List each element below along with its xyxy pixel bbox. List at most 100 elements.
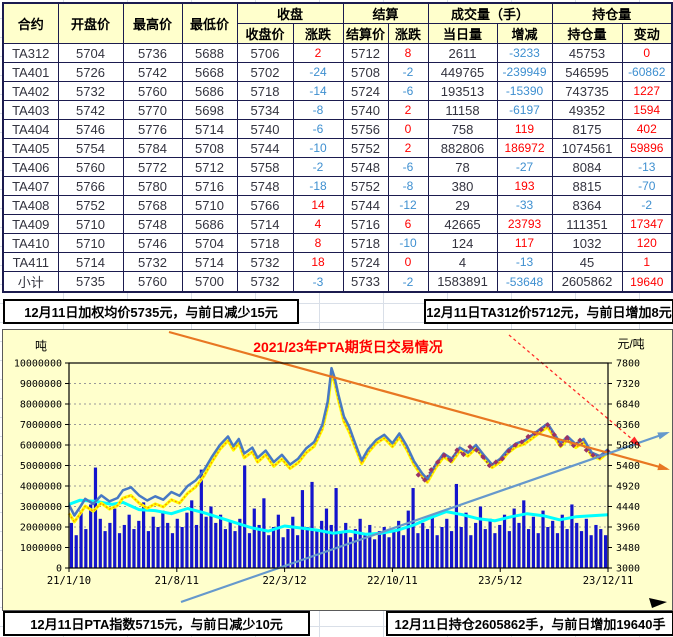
value-cell[interactable]: 45 (551, 252, 623, 272)
value-cell[interactable]: -6 (292, 119, 344, 139)
value-cell[interactable]: 5710 (57, 233, 124, 253)
contract-cell[interactable]: TA406 (2, 157, 59, 177)
value-cell[interactable]: 5686 (181, 214, 238, 234)
value-cell[interactable]: 5714 (57, 252, 124, 272)
value-cell[interactable]: -15390 (496, 81, 553, 101)
value-cell[interactable]: -2 (387, 271, 429, 293)
value-cell[interactable]: 5688 (181, 43, 238, 63)
value-cell[interactable]: 5772 (122, 157, 183, 177)
value-cell[interactable]: -6197 (496, 100, 553, 120)
value-cell[interactable]: -27 (496, 157, 553, 177)
value-cell[interactable]: 8084 (551, 157, 623, 177)
value-cell[interactable]: 5708 (181, 138, 238, 158)
value-cell[interactable]: 5710 (181, 195, 238, 215)
value-cell[interactable]: 5768 (122, 195, 183, 215)
value-cell[interactable]: 5752 (342, 176, 389, 196)
contract-cell[interactable]: TA401 (2, 62, 59, 82)
value-cell[interactable]: 5706 (236, 43, 294, 63)
value-cell[interactable]: 1227 (621, 81, 673, 101)
value-cell[interactable]: -18 (292, 176, 344, 196)
value-cell[interactable]: 59896 (621, 138, 673, 158)
value-cell[interactable]: 5724 (342, 81, 389, 101)
value-cell[interactable]: -6 (387, 81, 429, 101)
contract-cell[interactable]: 小计 (2, 271, 59, 293)
value-cell[interactable]: 29 (427, 195, 498, 215)
value-cell[interactable]: 546595 (551, 62, 623, 82)
value-cell[interactable]: 1032 (551, 233, 623, 253)
value-cell[interactable]: 5770 (122, 100, 183, 120)
value-cell[interactable]: 5766 (236, 195, 294, 215)
value-cell[interactable]: 882806 (427, 138, 498, 158)
value-cell[interactable]: 8 (387, 43, 429, 63)
value-cell[interactable]: 5760 (122, 271, 183, 293)
contract-cell[interactable]: TA407 (2, 176, 59, 196)
value-cell[interactable]: 5742 (122, 62, 183, 82)
value-cell[interactable]: -239949 (496, 62, 553, 82)
value-cell[interactable]: 4 (292, 214, 344, 234)
value-cell[interactable]: 5766 (57, 176, 124, 196)
value-cell[interactable]: 5726 (57, 62, 124, 82)
value-cell[interactable]: 193 (496, 176, 553, 196)
value-cell[interactable]: 5780 (122, 176, 183, 196)
contract-cell[interactable]: TA403 (2, 100, 59, 120)
value-cell[interactable]: -13 (621, 157, 673, 177)
value-cell[interactable]: 5698 (181, 100, 238, 120)
value-cell[interactable]: 402 (621, 119, 673, 139)
value-cell[interactable]: -3233 (496, 43, 553, 63)
col-settle-price[interactable]: 结算价 (342, 23, 389, 44)
value-cell[interactable]: 5776 (122, 119, 183, 139)
value-cell[interactable]: 5714 (181, 252, 238, 272)
col-oi-group[interactable]: 持仓量 (551, 2, 673, 24)
value-cell[interactable]: 5714 (181, 119, 238, 139)
value-cell[interactable]: 5740 (342, 100, 389, 120)
value-cell[interactable]: 5716 (181, 176, 238, 196)
col-close-group[interactable]: 收盘 (236, 2, 344, 24)
value-cell[interactable]: 5758 (236, 157, 294, 177)
value-cell[interactable]: 1074561 (551, 138, 623, 158)
value-cell[interactable]: 2 (387, 138, 429, 158)
value-cell[interactable]: 5712 (181, 157, 238, 177)
value-cell[interactable]: -10 (292, 138, 344, 158)
value-cell[interactable]: 5744 (342, 195, 389, 215)
value-cell[interactable]: 5708 (342, 62, 389, 82)
value-cell[interactable]: 19640 (621, 271, 673, 293)
value-cell[interactable]: 2 (292, 43, 344, 63)
value-cell[interactable]: 1583891 (427, 271, 498, 293)
contract-cell[interactable]: TA410 (2, 233, 59, 253)
value-cell[interactable]: 11158 (427, 100, 498, 120)
value-cell[interactable]: 5734 (236, 100, 294, 120)
value-cell[interactable]: 5732 (236, 252, 294, 272)
col-settle-chg[interactable]: 涨跌 (387, 23, 429, 44)
col-volume-chg[interactable]: 增减 (496, 23, 553, 44)
value-cell[interactable]: 119 (496, 119, 553, 139)
col-close-chg[interactable]: 涨跌 (292, 23, 344, 44)
value-cell[interactable]: 4 (427, 252, 498, 272)
value-cell[interactable]: -10 (387, 233, 429, 253)
value-cell[interactable]: 5748 (122, 214, 183, 234)
value-cell[interactable]: 5744 (236, 138, 294, 158)
value-cell[interactable]: 5740 (236, 119, 294, 139)
contract-cell[interactable]: TA405 (2, 138, 59, 158)
value-cell[interactable]: 186972 (496, 138, 553, 158)
value-cell[interactable]: 23793 (496, 214, 553, 234)
value-cell[interactable]: 5718 (236, 233, 294, 253)
contract-cell[interactable]: TA409 (2, 214, 59, 234)
value-cell[interactable]: 6 (387, 214, 429, 234)
col-volume-group[interactable]: 成交量（手） (427, 2, 553, 24)
col-high[interactable]: 最高价 (122, 2, 183, 44)
value-cell[interactable]: -3 (292, 271, 344, 293)
value-cell[interactable]: 5668 (181, 62, 238, 82)
value-cell[interactable]: 5742 (57, 100, 124, 120)
value-cell[interactable]: 117 (496, 233, 553, 253)
value-cell[interactable]: 5732 (122, 252, 183, 272)
value-cell[interactable]: 45753 (551, 43, 623, 63)
value-cell[interactable]: -2 (621, 195, 673, 215)
value-cell[interactable]: 5733 (342, 271, 389, 293)
value-cell[interactable]: 5752 (57, 195, 124, 215)
value-cell[interactable]: 18 (292, 252, 344, 272)
value-cell[interactable]: -33 (496, 195, 553, 215)
value-cell[interactable]: 1594 (621, 100, 673, 120)
value-cell[interactable]: -70 (621, 176, 673, 196)
pta-daily-chart[interactable]: 10000000 9000000 8000000 7000000 6000000 5000… (2, 329, 673, 611)
contract-cell[interactable]: TA312 (2, 43, 59, 63)
